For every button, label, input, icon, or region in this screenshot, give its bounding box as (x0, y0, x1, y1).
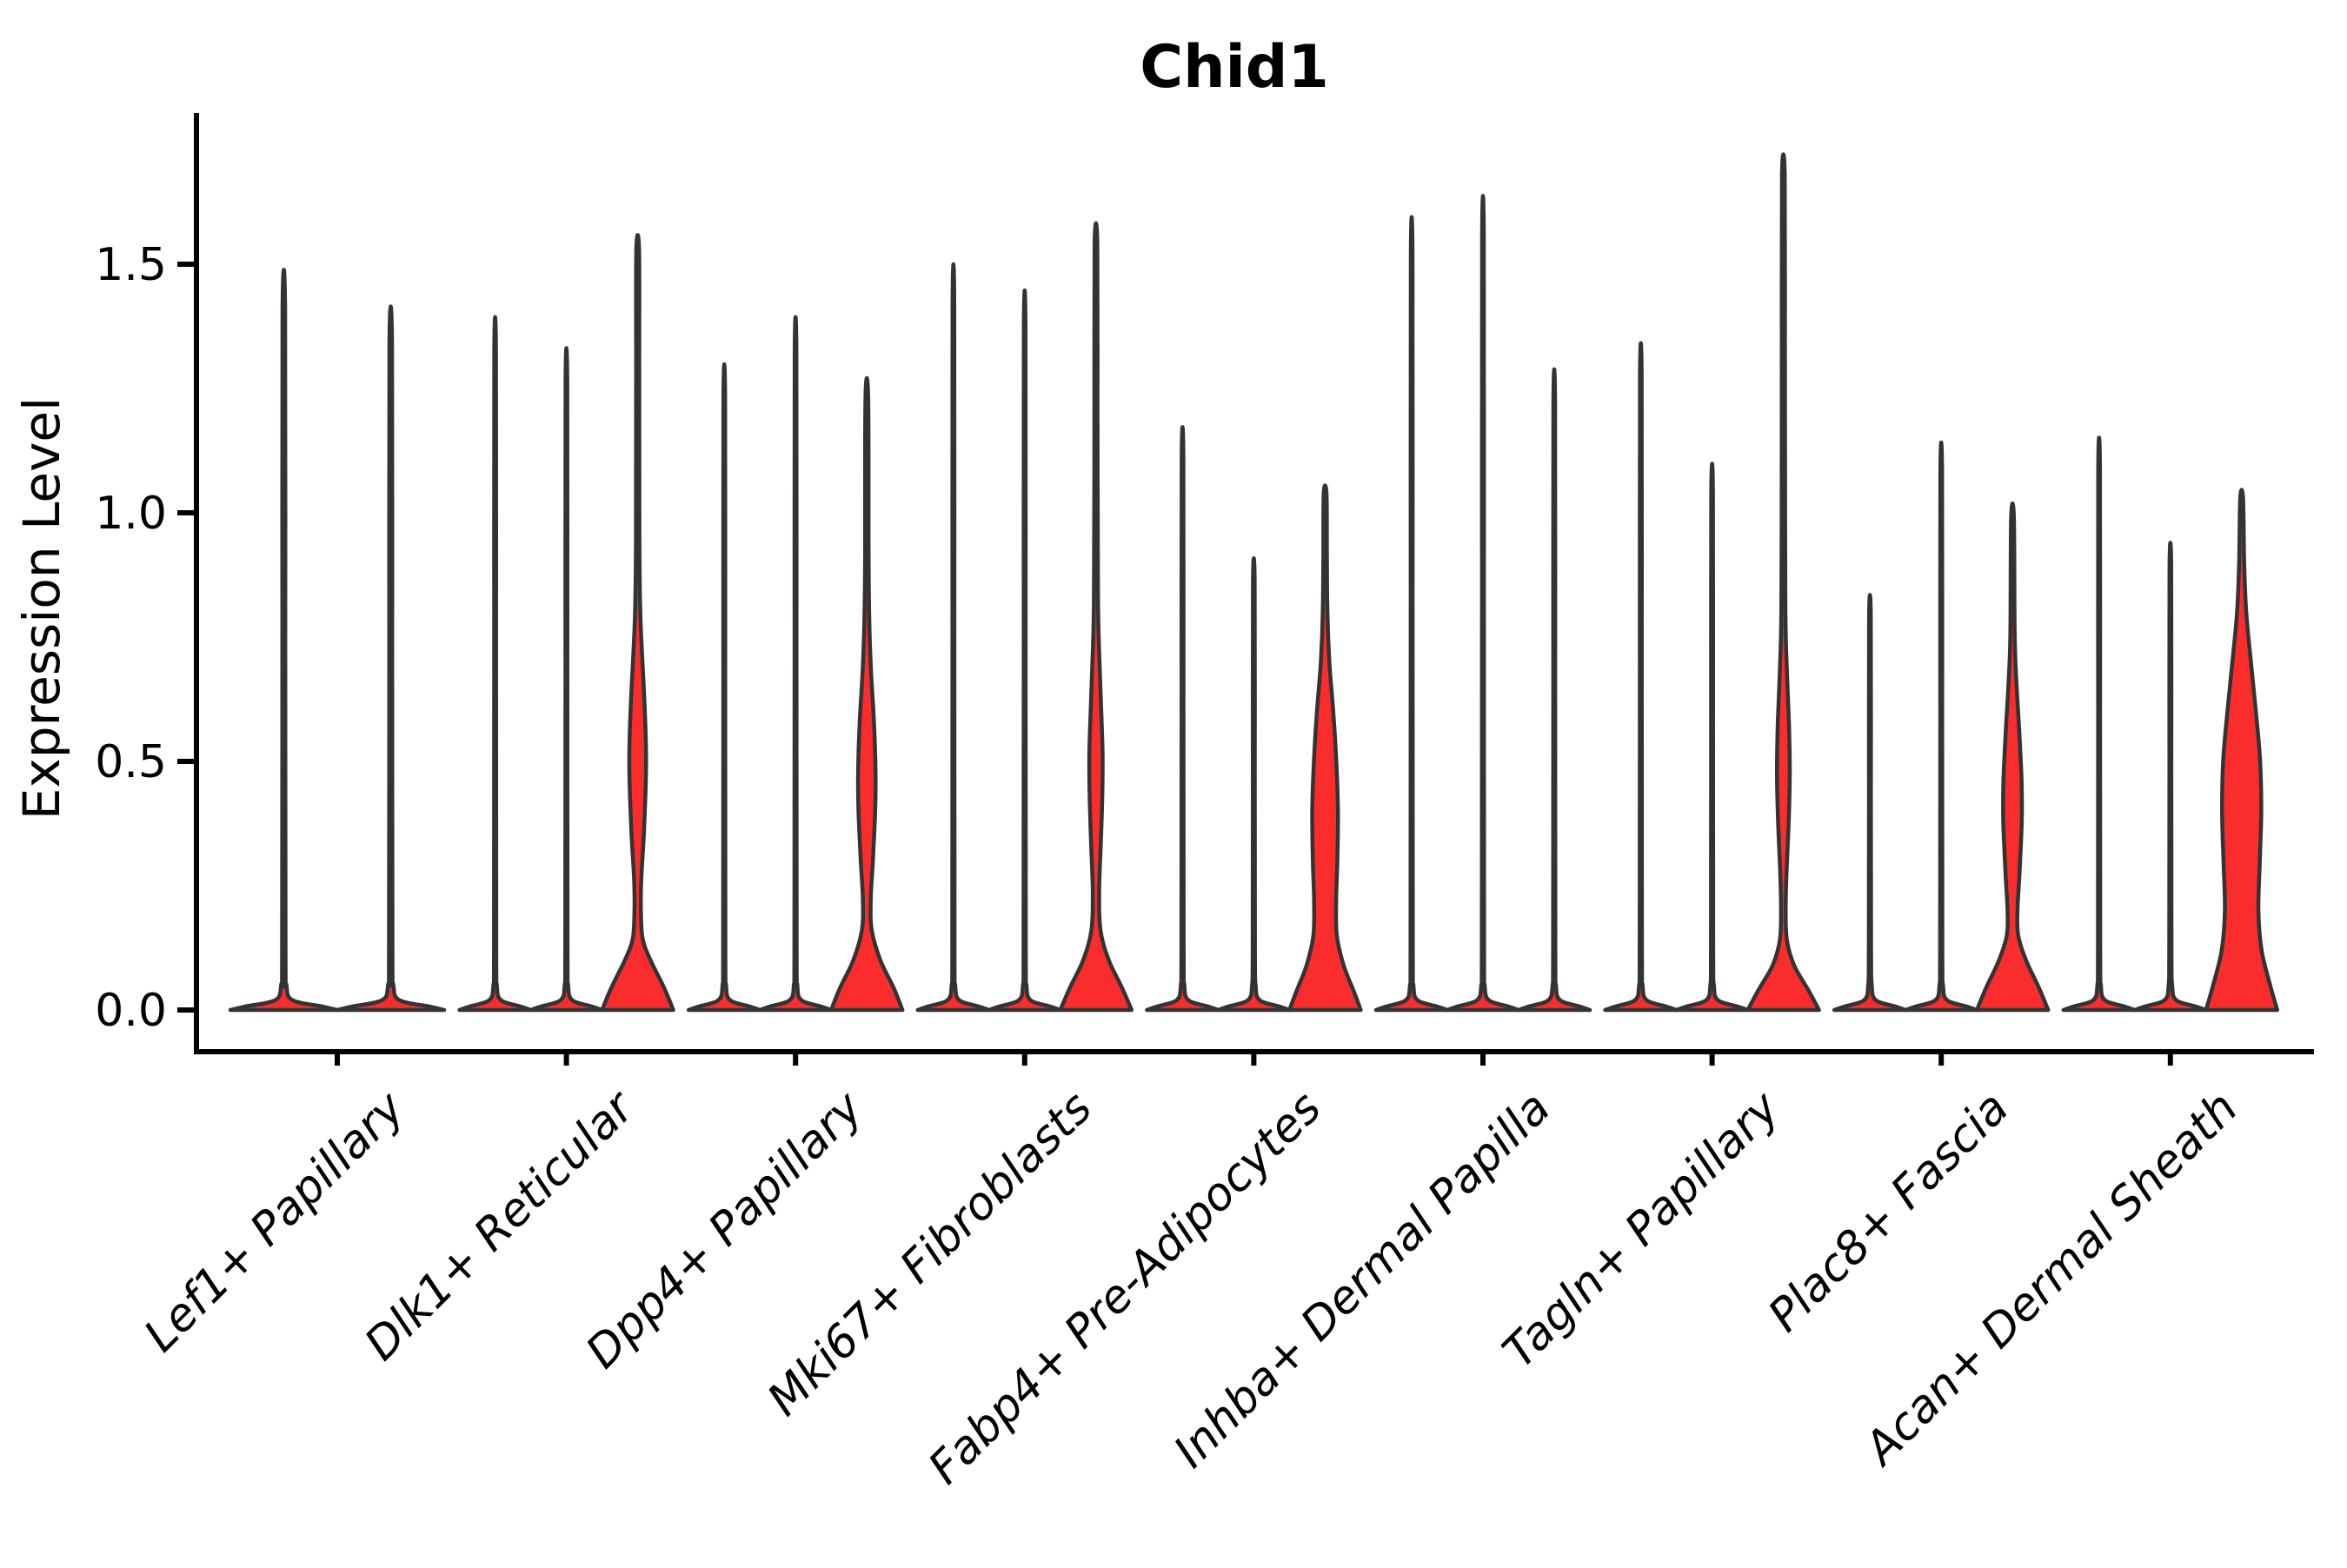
violin-body (1745, 152, 1821, 1013)
violin-spike (915, 262, 992, 1013)
violin-spike (457, 315, 533, 1013)
violin-spike (686, 362, 762, 1013)
violin-body (828, 375, 905, 1013)
violin-body (1974, 502, 2051, 1013)
violin-spike (1445, 194, 1521, 1013)
violin-spike (1603, 341, 1679, 1013)
violin-spike (757, 315, 834, 1013)
y-tick-label: 1.0 (95, 488, 167, 540)
x-tick-label: Plac8+ Fascia (1759, 1082, 2018, 1342)
violin-spike (1373, 215, 1450, 1013)
violin-spike (1145, 425, 1220, 1013)
violin-spike (529, 346, 604, 1013)
violin-body (600, 233, 675, 1013)
y-tick-label: 1.5 (95, 239, 167, 291)
x-tick-label: Acan+ Dermal Sheath (1853, 1082, 2248, 1477)
violin-spike (1216, 556, 1292, 1013)
violin-spike (1832, 593, 1908, 1013)
violin-spike (228, 268, 340, 1013)
violin-spike (1903, 440, 1979, 1013)
x-tick-label: Fabp4+ Pre-Adipocytes (919, 1082, 1332, 1495)
violin-spike (1674, 462, 1750, 1013)
x-tick-label: Inhba+ Dermal Papilla (1164, 1082, 1560, 1478)
violin-spike (2061, 435, 2138, 1013)
violin-body (2204, 488, 2280, 1013)
violin-body (1287, 483, 1363, 1013)
violin-spike (987, 289, 1063, 1013)
y-axis-label: Expression Level (12, 397, 71, 820)
y-tick-label: 0.0 (95, 985, 167, 1037)
violin-spike (335, 304, 447, 1013)
chart-title: Chid1 (1140, 33, 1329, 102)
violin-spike (1516, 367, 1592, 1013)
y-tick-label: 0.5 (95, 736, 167, 788)
violin-body (1058, 221, 1134, 1013)
violin-spike (2132, 541, 2209, 1013)
